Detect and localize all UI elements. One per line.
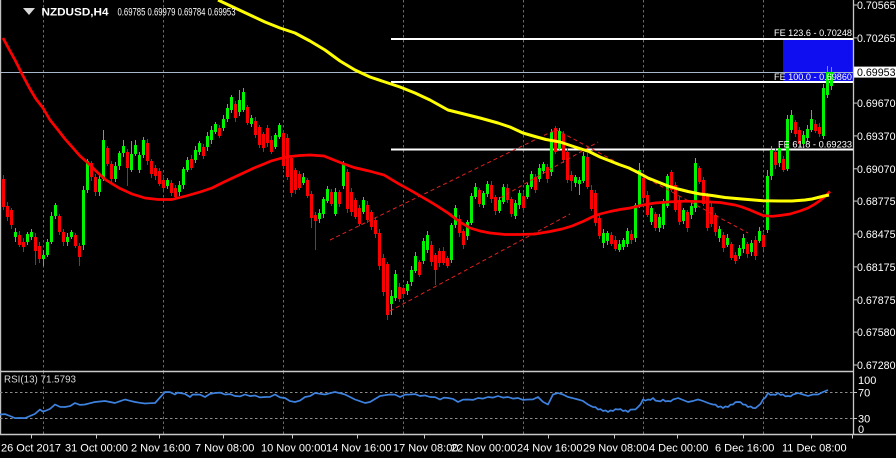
svg-text:NZDUSD,H4: NZDUSD,H4: [42, 6, 110, 18]
svg-text:RSI(13) 71.5793: RSI(13) 71.5793: [4, 375, 76, 386]
svg-text:0.67875: 0.67875: [857, 295, 896, 307]
svg-text:0.68175: 0.68175: [857, 262, 896, 274]
svg-text:0.67280: 0.67280: [857, 360, 896, 372]
svg-text:2 Nov 16:00: 2 Nov 16:00: [131, 443, 190, 455]
svg-text:0.69370: 0.69370: [857, 131, 896, 143]
svg-text:4 Dec 00:00: 4 Dec 00:00: [649, 443, 708, 455]
svg-text:0.68475: 0.68475: [857, 229, 896, 241]
svg-text:31 Oct 00:00: 31 Oct 00:00: [65, 443, 128, 455]
svg-text:100: 100: [858, 375, 876, 387]
svg-text:FE 100.0 - 0.69860: FE 100.0 - 0.69860: [774, 72, 852, 83]
svg-text:0.69070: 0.69070: [857, 164, 896, 176]
svg-text:7 Nov 08:00: 7 Nov 08:00: [195, 443, 254, 455]
svg-text:0.67580: 0.67580: [857, 327, 896, 339]
svg-text:0.68775: 0.68775: [857, 196, 896, 208]
svg-text:29 Nov 08:00: 29 Nov 08:00: [583, 443, 648, 455]
svg-text:0.70265: 0.70265: [857, 33, 896, 45]
svg-text:22 Nov 00:00: 22 Nov 00:00: [451, 443, 516, 455]
svg-text:0.69670: 0.69670: [857, 98, 896, 110]
svg-text:0.69953: 0.69953: [857, 67, 896, 79]
svg-text:17 Nov 08:00: 17 Nov 08:00: [393, 443, 458, 455]
svg-text:FE 123.6 - 0.70248: FE 123.6 - 0.70248: [774, 28, 852, 39]
svg-text:30: 30: [858, 414, 870, 426]
svg-text:0.69785 0.69979 0.69784 0.6995: 0.69785 0.69979 0.69784 0.69953: [118, 6, 236, 18]
svg-text:70: 70: [858, 388, 870, 400]
svg-text:14 Nov 16:00: 14 Nov 16:00: [326, 443, 391, 455]
svg-text:0.70565: 0.70565: [857, 0, 896, 12]
svg-text:FE 61.8 - 0.69233: FE 61.8 - 0.69233: [778, 140, 852, 151]
svg-text:6 Dec 16:00: 6 Dec 16:00: [715, 443, 774, 455]
svg-text:0: 0: [858, 424, 864, 436]
svg-text:10 Nov 00:00: 10 Nov 00:00: [261, 443, 326, 455]
svg-text:11 Dec 08:00: 11 Dec 08:00: [782, 443, 847, 455]
svg-text:26 Oct 2017: 26 Oct 2017: [1, 443, 61, 455]
svg-text:24 Nov 16:00: 24 Nov 16:00: [517, 443, 582, 455]
